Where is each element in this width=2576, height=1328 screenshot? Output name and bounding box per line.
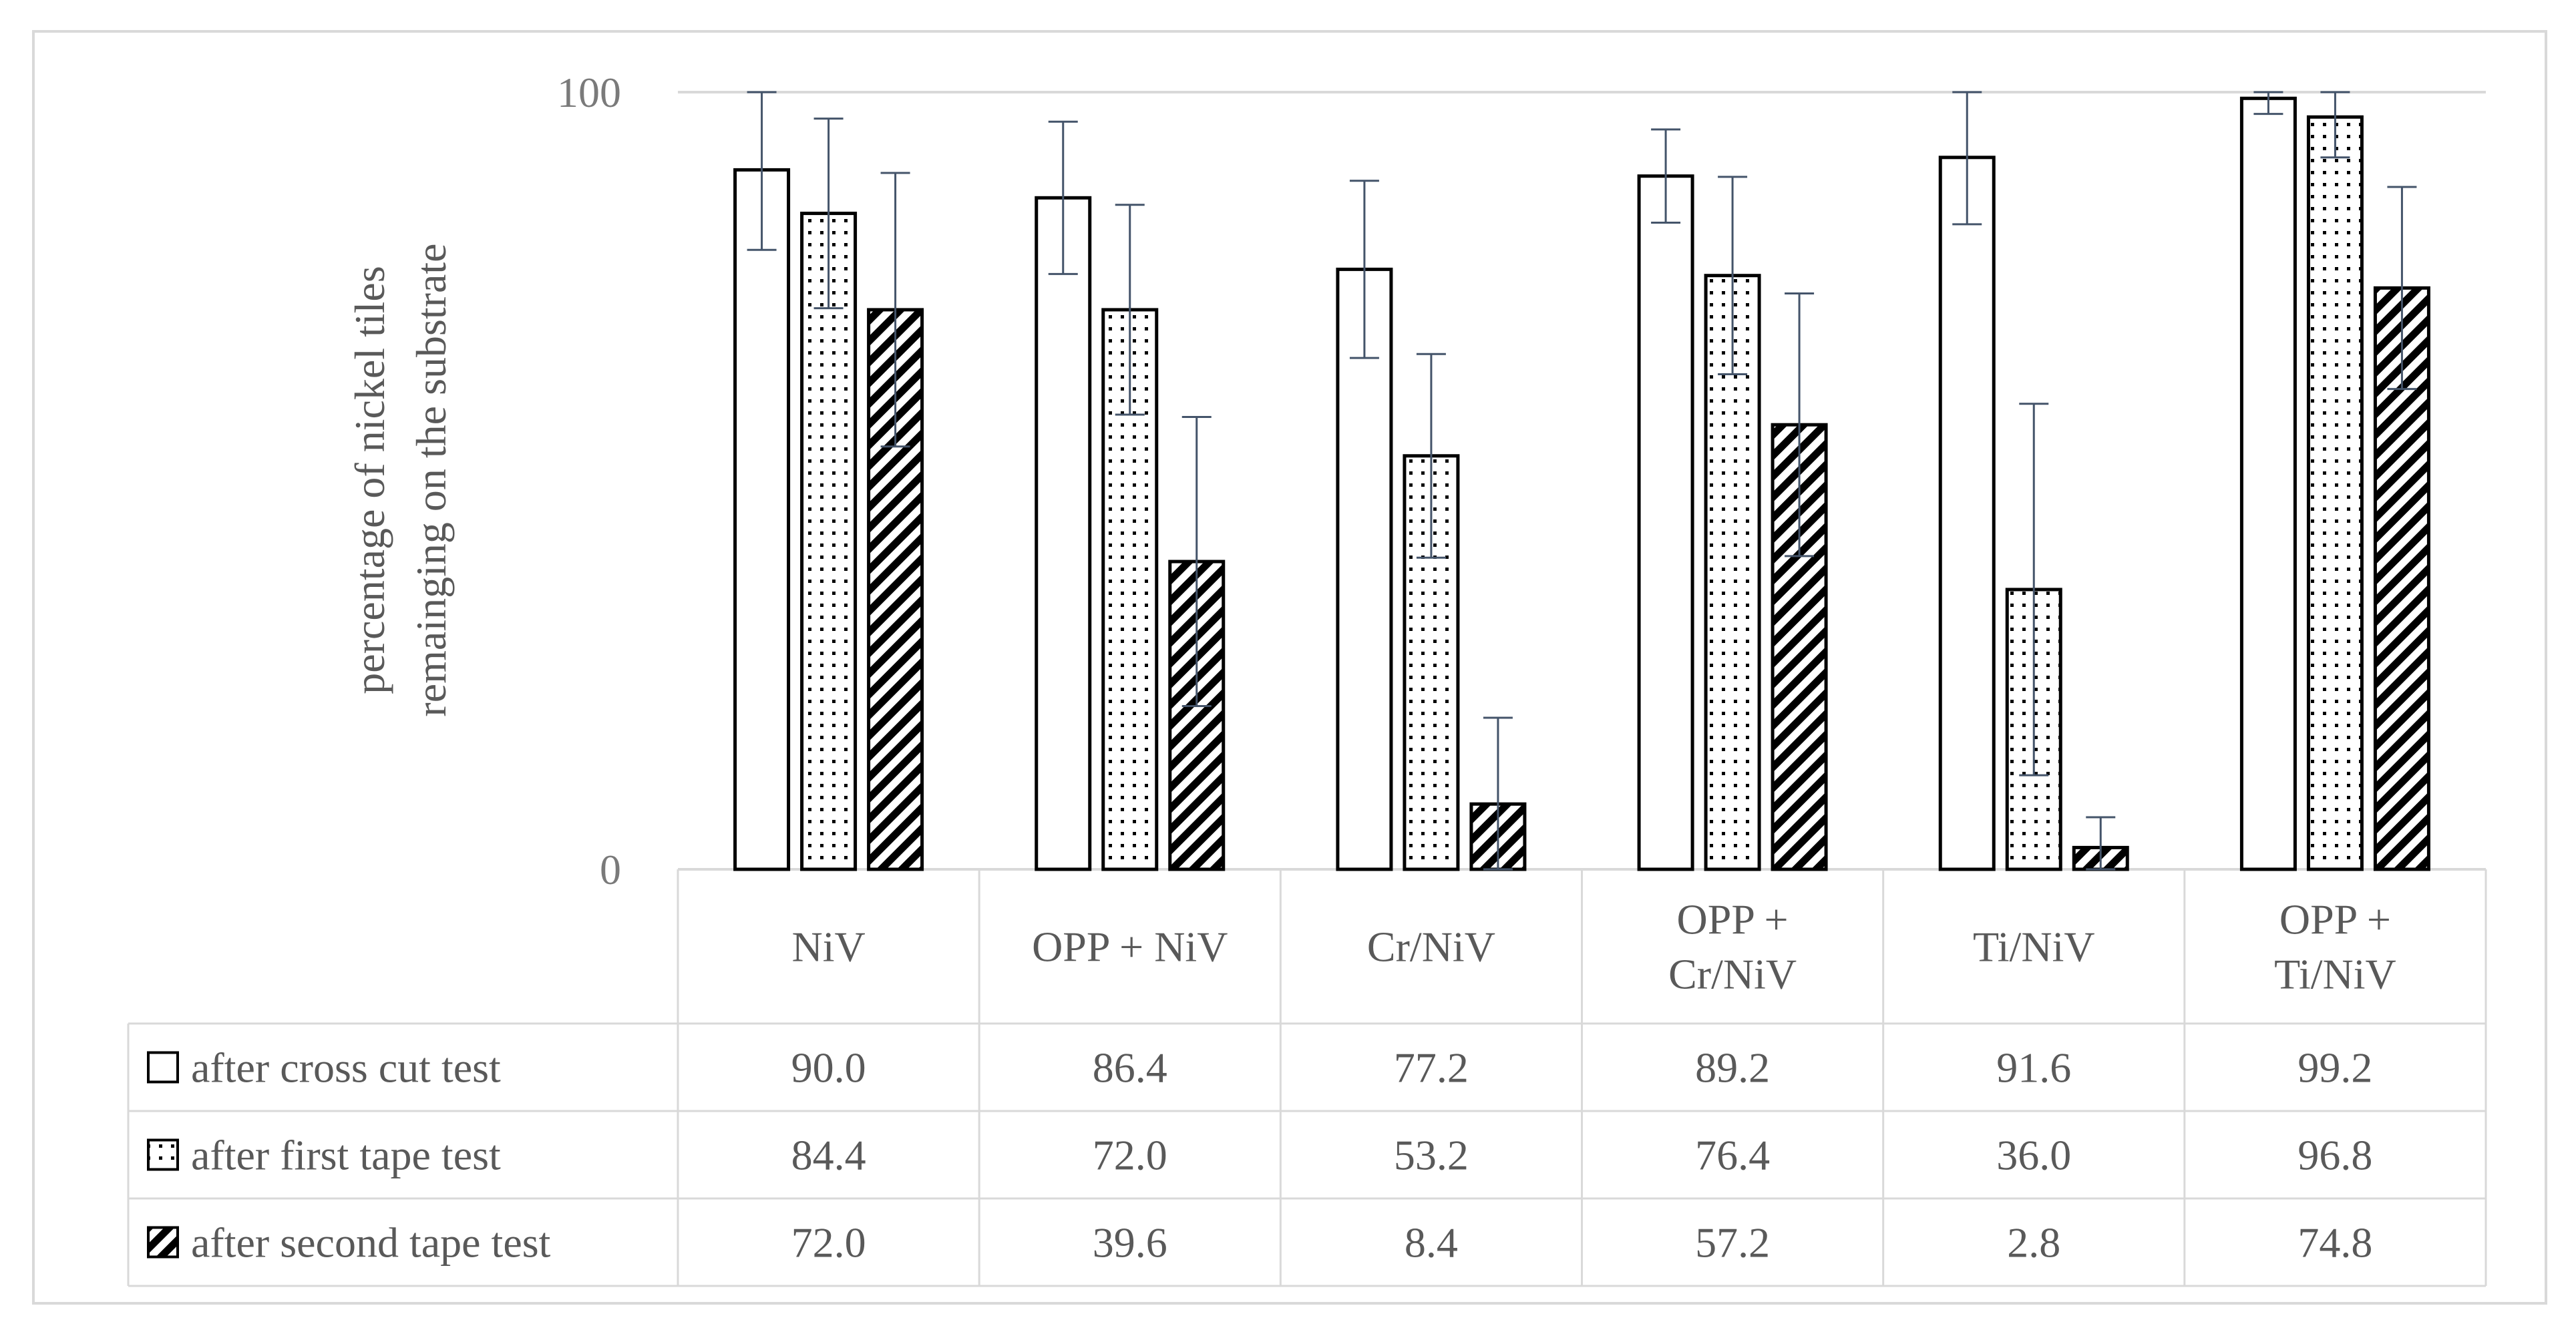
error-bar-3-4	[1785, 292, 1815, 558]
legend-label-2: after first tape test	[191, 1132, 501, 1179]
error-bar-2-1	[813, 118, 844, 310]
table-cell-2-2: 72.0	[1093, 1132, 1167, 1179]
table-cell-1-2: 86.4	[1093, 1044, 1167, 1092]
bar-1-6	[2239, 96, 2297, 871]
table-cell-2-6: 96.8	[2297, 1132, 2372, 1179]
category-label-1: NiV	[791, 923, 865, 971]
error-bar-2-5	[2019, 403, 2049, 777]
gridlines	[678, 91, 2486, 871]
error-bar-2-3	[1416, 353, 1446, 559]
category-label-6-line-1: OPP +	[2279, 896, 2391, 943]
table-cell-3-3: 8.4	[1405, 1219, 1458, 1267]
table-cell-3-4: 57.2	[1695, 1219, 1770, 1267]
legend-key-1	[147, 1051, 179, 1084]
table-cell-3-6: 74.8	[2297, 1219, 2372, 1267]
table-cell-2-4: 76.4	[1695, 1132, 1770, 1179]
error-bar-1-5	[1952, 91, 1982, 226]
error-bar-3-5	[2086, 816, 2116, 871]
error-bar-3-2	[1181, 416, 1212, 708]
error-bar-1-1	[747, 91, 777, 251]
table-cell-1-4: 89.2	[1695, 1044, 1770, 1092]
category-label-6-line-2: Ti/NiV	[2274, 951, 2396, 998]
table-cell-1-5: 91.6	[1996, 1044, 2071, 1092]
bar-1-3	[1336, 267, 1393, 871]
bar-1-1	[733, 168, 791, 871]
bars	[733, 96, 2430, 871]
error-bar-3-1	[880, 172, 910, 448]
table-cell-1-6: 99.2	[2297, 1044, 2372, 1092]
error-bars	[747, 91, 2417, 871]
data-table: NiV OPP + NiV Cr/NiV OPP + Cr/NiV Ti/NiV OPP +…	[127, 869, 2487, 1287]
error-bar-1-6	[2253, 91, 2283, 116]
legend-label-1: after cross cut test	[191, 1044, 501, 1092]
bar-1-4	[1637, 174, 1694, 871]
category-label-3: Cr/NiV	[1367, 923, 1495, 971]
y-axis-title-line-2: remainging on the substrate	[407, 243, 455, 716]
table-cell-3-2: 39.6	[1093, 1219, 1167, 1267]
y-tick-label-100: 100	[557, 69, 621, 116]
error-bar-2-6	[2320, 91, 2350, 159]
table-cell-2-3: 53.2	[1394, 1132, 1469, 1179]
legend-key-2	[147, 1138, 179, 1171]
outer-border	[32, 30, 2547, 1305]
error-bar-2-2	[1115, 204, 1145, 416]
category-label-5: Ti/NiV	[1973, 923, 2095, 971]
table-cell-3-5: 2.8	[2007, 1219, 2060, 1267]
error-bar-1-4	[1651, 128, 1681, 224]
error-bar-2-4	[1718, 176, 1748, 376]
table-cell-1-3: 77.2	[1394, 1044, 1469, 1092]
table-cell-3-1: 72.0	[791, 1219, 866, 1267]
error-bar-1-2	[1048, 120, 1078, 275]
table-cell-2-1: 84.4	[791, 1132, 866, 1179]
y-axis-title: percentage of nickel tiles remainging on…	[346, 243, 455, 716]
category-label-4-line-2: Cr/NiV	[1668, 951, 1797, 998]
y-axis-title-line-1: percentage of nickel tiles	[346, 266, 393, 694]
bar-2-1	[800, 212, 858, 871]
table-cell-2-5: 36.0	[1996, 1132, 2071, 1179]
error-bar-3-3	[1483, 716, 1513, 871]
y-tick-label-0: 0	[600, 846, 621, 893]
y-axis: 0 100	[557, 69, 621, 893]
legend-key-3	[147, 1226, 179, 1259]
table-cell-1-1: 90.0	[791, 1044, 866, 1092]
bar-1-5	[1938, 156, 1996, 871]
bar-2-6	[2306, 115, 2364, 871]
category-label-2: OPP + NiV	[1032, 923, 1228, 971]
error-bar-1-3	[1349, 180, 1379, 359]
error-bar-3-6	[2387, 186, 2417, 391]
legend-label-3: after second tape test	[191, 1219, 551, 1267]
bar-1-2	[1035, 196, 1092, 871]
category-label-4-line-1: OPP +	[1677, 896, 1789, 943]
